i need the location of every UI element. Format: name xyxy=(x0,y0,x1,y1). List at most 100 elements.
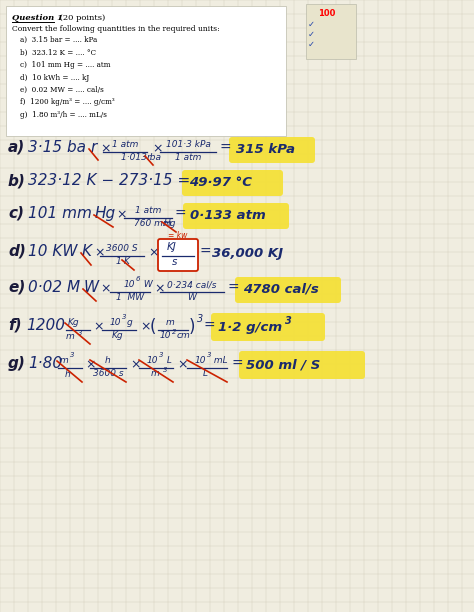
Text: 1 atm: 1 atm xyxy=(175,153,201,162)
Text: 1200: 1200 xyxy=(26,318,65,333)
Text: 1·80: 1·80 xyxy=(28,356,62,371)
Text: cm: cm xyxy=(177,331,191,340)
Text: h: h xyxy=(65,370,71,379)
Text: =: = xyxy=(232,357,244,371)
Text: Hg: Hg xyxy=(95,206,116,221)
Text: f)  1200 kg/m³ = .... g/cm³: f) 1200 kg/m³ = .... g/cm³ xyxy=(20,99,115,106)
Text: g: g xyxy=(127,318,133,327)
Text: ×: × xyxy=(154,282,164,295)
Text: W: W xyxy=(141,280,153,289)
Text: 3: 3 xyxy=(78,330,82,336)
Text: 3: 3 xyxy=(122,314,127,320)
Text: 3600 S: 3600 S xyxy=(106,244,138,253)
Text: Kg: Kg xyxy=(68,318,80,327)
Text: ×: × xyxy=(100,282,110,295)
Text: 6: 6 xyxy=(136,276,140,282)
FancyBboxPatch shape xyxy=(6,6,286,136)
Text: 36,000 KJ: 36,000 KJ xyxy=(212,247,283,260)
Text: 1·013 ba: 1·013 ba xyxy=(121,153,161,162)
Text: b)  323.12 K = .... °C: b) 323.12 K = .... °C xyxy=(20,48,96,56)
Text: d): d) xyxy=(8,244,26,259)
Text: (20 points): (20 points) xyxy=(57,14,105,22)
Text: 0·133 atm: 0·133 atm xyxy=(190,209,266,222)
Text: ✓: ✓ xyxy=(308,40,315,49)
Text: m: m xyxy=(165,318,174,327)
Text: 100: 100 xyxy=(318,9,336,18)
FancyBboxPatch shape xyxy=(182,170,283,196)
Text: m: m xyxy=(151,369,160,378)
Text: 1 atm: 1 atm xyxy=(135,206,161,215)
Text: 3: 3 xyxy=(159,352,164,358)
Text: 1·2 g/cm: 1·2 g/cm xyxy=(218,321,282,334)
Text: ×: × xyxy=(116,208,127,221)
Text: ✓: ✓ xyxy=(308,30,315,39)
Text: 10: 10 xyxy=(160,331,172,340)
Text: KJ: KJ xyxy=(167,242,177,252)
Text: 2: 2 xyxy=(172,329,176,335)
Text: 10: 10 xyxy=(110,318,121,327)
Text: m: m xyxy=(66,332,75,341)
FancyBboxPatch shape xyxy=(211,313,325,341)
FancyBboxPatch shape xyxy=(158,239,198,271)
Text: ×: × xyxy=(152,142,163,155)
Text: a): a) xyxy=(8,140,25,155)
Text: 10: 10 xyxy=(124,280,136,289)
Text: 49·97 °C: 49·97 °C xyxy=(189,176,252,189)
Text: e)  0.02 MW = .... cal/s: e) 0.02 MW = .... cal/s xyxy=(20,86,104,94)
Text: 760 mm: 760 mm xyxy=(134,219,172,228)
Text: ×: × xyxy=(94,246,104,259)
Text: = kw: = kw xyxy=(168,231,187,240)
Text: Hg: Hg xyxy=(164,219,176,228)
Text: g): g) xyxy=(8,356,26,371)
Text: d)  10 kWh = .... kJ: d) 10 kWh = .... kJ xyxy=(20,73,89,81)
FancyBboxPatch shape xyxy=(239,351,365,379)
FancyBboxPatch shape xyxy=(235,277,341,303)
Text: 0·02 M: 0·02 M xyxy=(28,280,80,295)
Text: Convert the following quantities in the required units:: Convert the following quantities in the … xyxy=(12,25,220,33)
Text: h: h xyxy=(105,356,111,365)
Text: s: s xyxy=(173,257,178,267)
Text: 3: 3 xyxy=(70,352,74,358)
Text: c): c) xyxy=(8,206,24,221)
Text: ×: × xyxy=(177,358,188,371)
Text: 315 kPa: 315 kPa xyxy=(236,143,295,156)
Text: mL: mL xyxy=(211,356,228,365)
Text: g)  1.80 m³/h = .... mL/s: g) 1.80 m³/h = .... mL/s xyxy=(20,111,107,119)
Text: ×: × xyxy=(93,320,103,333)
Text: =: = xyxy=(220,141,232,155)
Text: ×: × xyxy=(85,358,95,371)
Text: W: W xyxy=(84,280,99,295)
Text: Kg: Kg xyxy=(112,331,124,340)
Text: (: ( xyxy=(150,318,156,336)
Text: 323·12 K − 273·15 =: 323·12 K − 273·15 = xyxy=(28,173,190,188)
Text: 3600 s: 3600 s xyxy=(93,369,123,378)
FancyBboxPatch shape xyxy=(183,203,289,229)
Text: =: = xyxy=(200,245,211,259)
Text: =: = xyxy=(175,207,187,221)
Text: ×: × xyxy=(148,246,158,259)
Text: ✓: ✓ xyxy=(308,20,315,29)
Text: ): ) xyxy=(189,318,195,336)
Text: L: L xyxy=(164,356,172,365)
Text: ×: × xyxy=(140,320,151,333)
Text: 4780 cal/s: 4780 cal/s xyxy=(243,283,319,296)
FancyBboxPatch shape xyxy=(306,4,356,59)
Text: =: = xyxy=(228,281,240,295)
Text: b): b) xyxy=(8,173,26,188)
Text: =: = xyxy=(204,319,216,333)
Text: 1: 1 xyxy=(116,257,122,266)
Text: c)  101 mm Hg = .... atm: c) 101 mm Hg = .... atm xyxy=(20,61,110,69)
Text: 10: 10 xyxy=(147,356,158,365)
Text: ×: × xyxy=(100,142,110,155)
Text: e): e) xyxy=(8,280,26,295)
Text: 3: 3 xyxy=(163,367,167,373)
Text: a)  3.15 bar = .... kPa: a) 3.15 bar = .... kPa xyxy=(20,36,97,44)
Text: 1  MW: 1 MW xyxy=(116,293,144,302)
Text: 3: 3 xyxy=(285,316,292,326)
Text: 1 atm: 1 atm xyxy=(112,140,138,149)
Text: r: r xyxy=(147,153,151,162)
Text: r: r xyxy=(90,140,96,155)
Text: Question 1: Question 1 xyxy=(12,14,63,22)
Text: L: L xyxy=(202,369,208,378)
Text: W: W xyxy=(188,293,196,302)
